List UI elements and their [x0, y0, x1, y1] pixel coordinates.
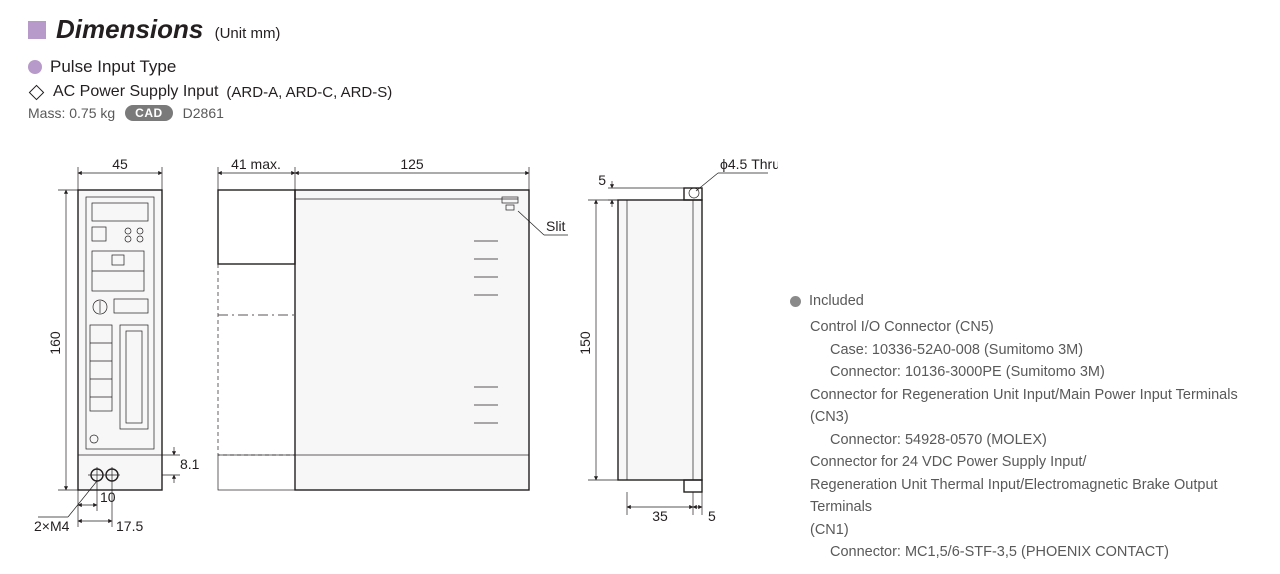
drawing-canvas: 45 160 8.1 2×M4 10 17.5 [28, 155, 778, 535]
page-title: Dimensions (Unit mm) [56, 14, 280, 45]
included-line: Connector for 24 VDC Power Supply Input/ [790, 451, 1280, 473]
dim-mount-margin: 5 [708, 508, 716, 524]
subheading-power: AC Power Supply Input (ARD-A, ARD-C, ARD… [28, 83, 1280, 101]
subheading-type-label: Pulse Input Type [50, 57, 176, 77]
hole-spec-label: 2×M4 [34, 518, 70, 534]
mass-label: Mass: 0.75 kg [28, 105, 115, 121]
cad-badge: CAD [125, 105, 173, 121]
dim-front-height: 160 [47, 331, 63, 355]
front-view: 45 160 8.1 2×M4 10 17.5 [34, 156, 200, 534]
thru-hole-label: ϕ4.5 Thru [720, 156, 778, 172]
dim-hole-pitch: 17.5 [116, 518, 143, 534]
dim-mount-height: 150 [577, 331, 593, 355]
dim-depth1: 41 max. [231, 156, 281, 172]
circle-bullet-icon [28, 60, 42, 74]
included-line: Connector for Regeneration Unit Input/Ma… [790, 384, 1280, 429]
included-line: Connector: 54928-0570 (MOLEX) [790, 429, 1280, 451]
included-line: Case: 10336-52A0-008 (Sumitomo 3M) [790, 339, 1280, 361]
side-view: Slit 41 max. 125 [218, 156, 568, 490]
cad-code: D2861 [183, 105, 224, 121]
included-line: Connector: 10136-3000PE (Sumitomo 3M) [790, 361, 1280, 383]
title-row: Dimensions (Unit mm) [28, 14, 1280, 45]
header: Dimensions (Unit mm) [0, 0, 1280, 45]
included-line: Control I/O Connector (CN5) [790, 316, 1280, 338]
included-line: (CN1) [790, 519, 1280, 541]
dim-hole-x: 10 [100, 489, 116, 505]
included-heading: Included [809, 290, 864, 312]
included-heading-row: Included [790, 290, 1280, 312]
included-line: Regeneration Unit Thermal Input/Electrom… [790, 474, 1280, 519]
dim-depth2: 125 [400, 156, 424, 172]
gray-circle-icon [790, 296, 801, 307]
mount-view: ϕ4.5 Thru 5 150 35 5 [577, 156, 778, 524]
dim-mount-width: 35 [652, 508, 668, 524]
subheading-power-paren: (ARD-A, ARD-C, ARD-S) [226, 84, 392, 101]
dim-bottom-offset: 8.1 [180, 456, 200, 472]
included-line: Connector: MC1,5/6-STF-3,5 (PHOENIX CONT… [790, 541, 1280, 563]
unit-label: (Unit mm) [215, 25, 281, 42]
mass-row: Mass: 0.75 kg CAD D2861 [28, 105, 1280, 121]
slit-label: Slit [546, 218, 566, 234]
subheading-power-label: AC Power Supply Input [53, 83, 218, 101]
dim-front-width: 45 [112, 156, 128, 172]
title-text: Dimensions [56, 14, 203, 44]
diamond-bullet-icon [29, 84, 45, 100]
square-bullet-icon [28, 21, 46, 39]
dim-top-margin: 5 [598, 172, 606, 188]
included-block: Included Control I/O Connector (CN5)Case… [790, 290, 1280, 564]
subheading-type: Pulse Input Type [28, 57, 1280, 77]
